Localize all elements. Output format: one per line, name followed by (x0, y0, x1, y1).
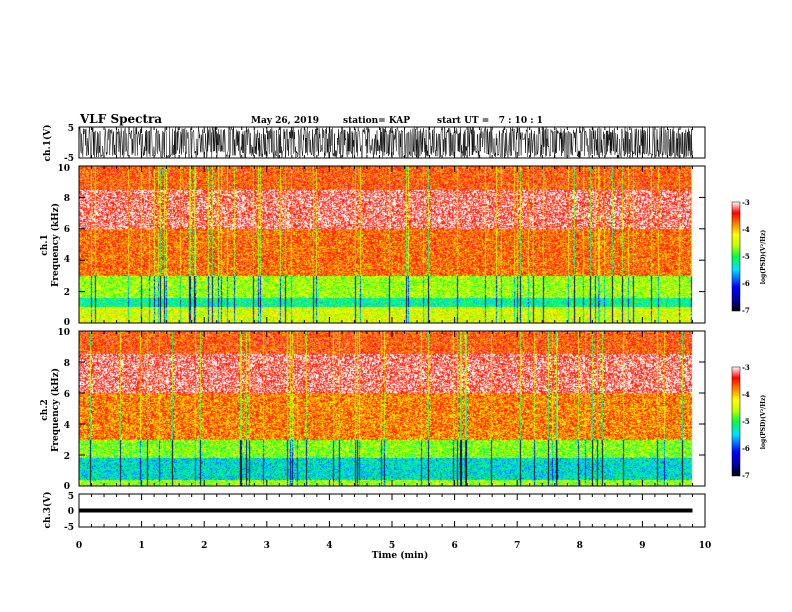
ch2-colorbar-label: log(PSD)(V²/Hz) (760, 395, 767, 450)
ch1-spectrogram-ylabel: Frequency (kHz) (50, 203, 61, 287)
ch1-waveform-trace (78, 126, 693, 159)
ch3-waveform-panel: 5 0 -5 ch.3(V) 0 1 2 3 4 5 6 7 8 9 10 Ti… (42, 492, 711, 561)
station-label: station= KAP (343, 116, 410, 126)
time-tick-label: 0 (76, 541, 82, 551)
ch2-colorbar-tick-label: -6 (742, 444, 750, 453)
time-tick-label: 9 (639, 541, 645, 551)
ch1-colorbar-label: log(PSD)(V²/Hz) (760, 230, 767, 285)
ch3-ytick-label: -5 (64, 523, 74, 533)
figure-title: VLF Spectra (79, 112, 162, 126)
time-tick-label: 8 (577, 541, 583, 551)
ch1-colorbar-scale (731, 201, 741, 312)
time-axis-tick-labels: 0 1 2 3 4 5 6 7 8 9 10 (76, 541, 711, 551)
ch3-ytick-label: 5 (68, 492, 74, 502)
ch1-colorbar-tick-label: -6 (742, 279, 750, 288)
ch3-waveform-ylabel: ch.3(V) (42, 492, 53, 529)
time-tick-label: 4 (326, 541, 332, 551)
time-tick-label: 1 (138, 541, 144, 551)
time-tick-label: 3 (264, 541, 270, 551)
ch2-freq-tick-label: 4 (64, 421, 70, 431)
ch1-freq-tick-label: 4 (64, 255, 70, 265)
ch2-freq-tick-label: 10 (57, 328, 70, 338)
ch1-waveform-panel: 5 -5 ch.1(V) (42, 124, 706, 164)
time-tick-label: 6 (451, 541, 457, 551)
ch2-colorbar: -3 -4 -5 -6 -7 log(PSD)(V²/Hz) (731, 363, 767, 480)
ch2-spectrogram-ylabel: Frequency (kHz) (50, 368, 61, 452)
ch2-colorbar-scale (731, 366, 741, 477)
ch2-freq-tick-label: 8 (64, 359, 70, 369)
ch2-spectrogram-panel: 0 2 4 6 8 10 ch.2 Frequency (kHz) (40, 328, 706, 492)
ch1-freq-tick-label: 2 (64, 288, 70, 298)
ch1-colorbar-tick-label: -7 (742, 306, 750, 315)
ch1-waveform-line (78, 126, 693, 159)
ch1-colorbar: -3 -4 -5 -6 -7 log(PSD)(V²/Hz) (731, 198, 767, 315)
ch1-freq-tick-label: 10 (57, 164, 70, 174)
ch1-ytick-label: -5 (64, 154, 74, 164)
ch2-freq-tick-label: 6 (64, 390, 70, 400)
start-time-label: start UT = 7 : 10 : 1 (437, 116, 543, 126)
ch1-colorbar-tick-label: -5 (742, 252, 750, 261)
ch2-colorbar-tick-label: -4 (742, 390, 750, 399)
ch1-spectrogram-ticks (78, 165, 706, 324)
ch2-freq-tick-label: 0 (64, 482, 70, 492)
ch1-colorbar-tick-label: -4 (742, 225, 750, 234)
time-axis-label: Time (min) (372, 550, 429, 561)
ch2-spectrogram-ylabel: ch.2 (40, 399, 50, 420)
ch2-spectrogram-image (79, 331, 705, 486)
ch1-waveform-ticks (78, 127, 706, 158)
time-tick-label: 7 (514, 541, 520, 551)
ch1-freq-tick-label: 6 (64, 225, 70, 235)
ch2-spectrogram-ticks (78, 330, 706, 487)
ch1-ytick-label: 5 (68, 124, 74, 134)
ch3-waveform-ticks (78, 494, 706, 527)
ch1-waveform-ylabel: ch.1(V) (42, 125, 53, 162)
ch2-colorbar-tick-label: -5 (742, 417, 750, 426)
ch2-freq-tick-label: 2 (64, 452, 70, 462)
date-label: May 26, 2019 (251, 116, 319, 126)
ch1-spectrogram-panel: 0 2 4 6 8 10 ch.1 Frequency (kHz) (40, 164, 706, 328)
ch3-ytick-label: 0 (68, 507, 74, 517)
ch1-freq-tick-label: 8 (64, 194, 70, 204)
ch1-spectrogram-ylabel: ch.1 (40, 234, 50, 255)
time-tick-label: 2 (201, 541, 207, 551)
time-tick-label: 5 (389, 541, 395, 551)
ch1-freq-tick-label: 0 (64, 318, 70, 328)
ch2-colorbar-tick-label: -7 (742, 471, 750, 480)
ch1-spectrogram-image (79, 166, 705, 323)
time-tick-label: 10 (699, 541, 712, 551)
ch2-colorbar-tick-label: -3 (742, 363, 750, 372)
ch1-colorbar-tick-label: -3 (742, 198, 750, 207)
